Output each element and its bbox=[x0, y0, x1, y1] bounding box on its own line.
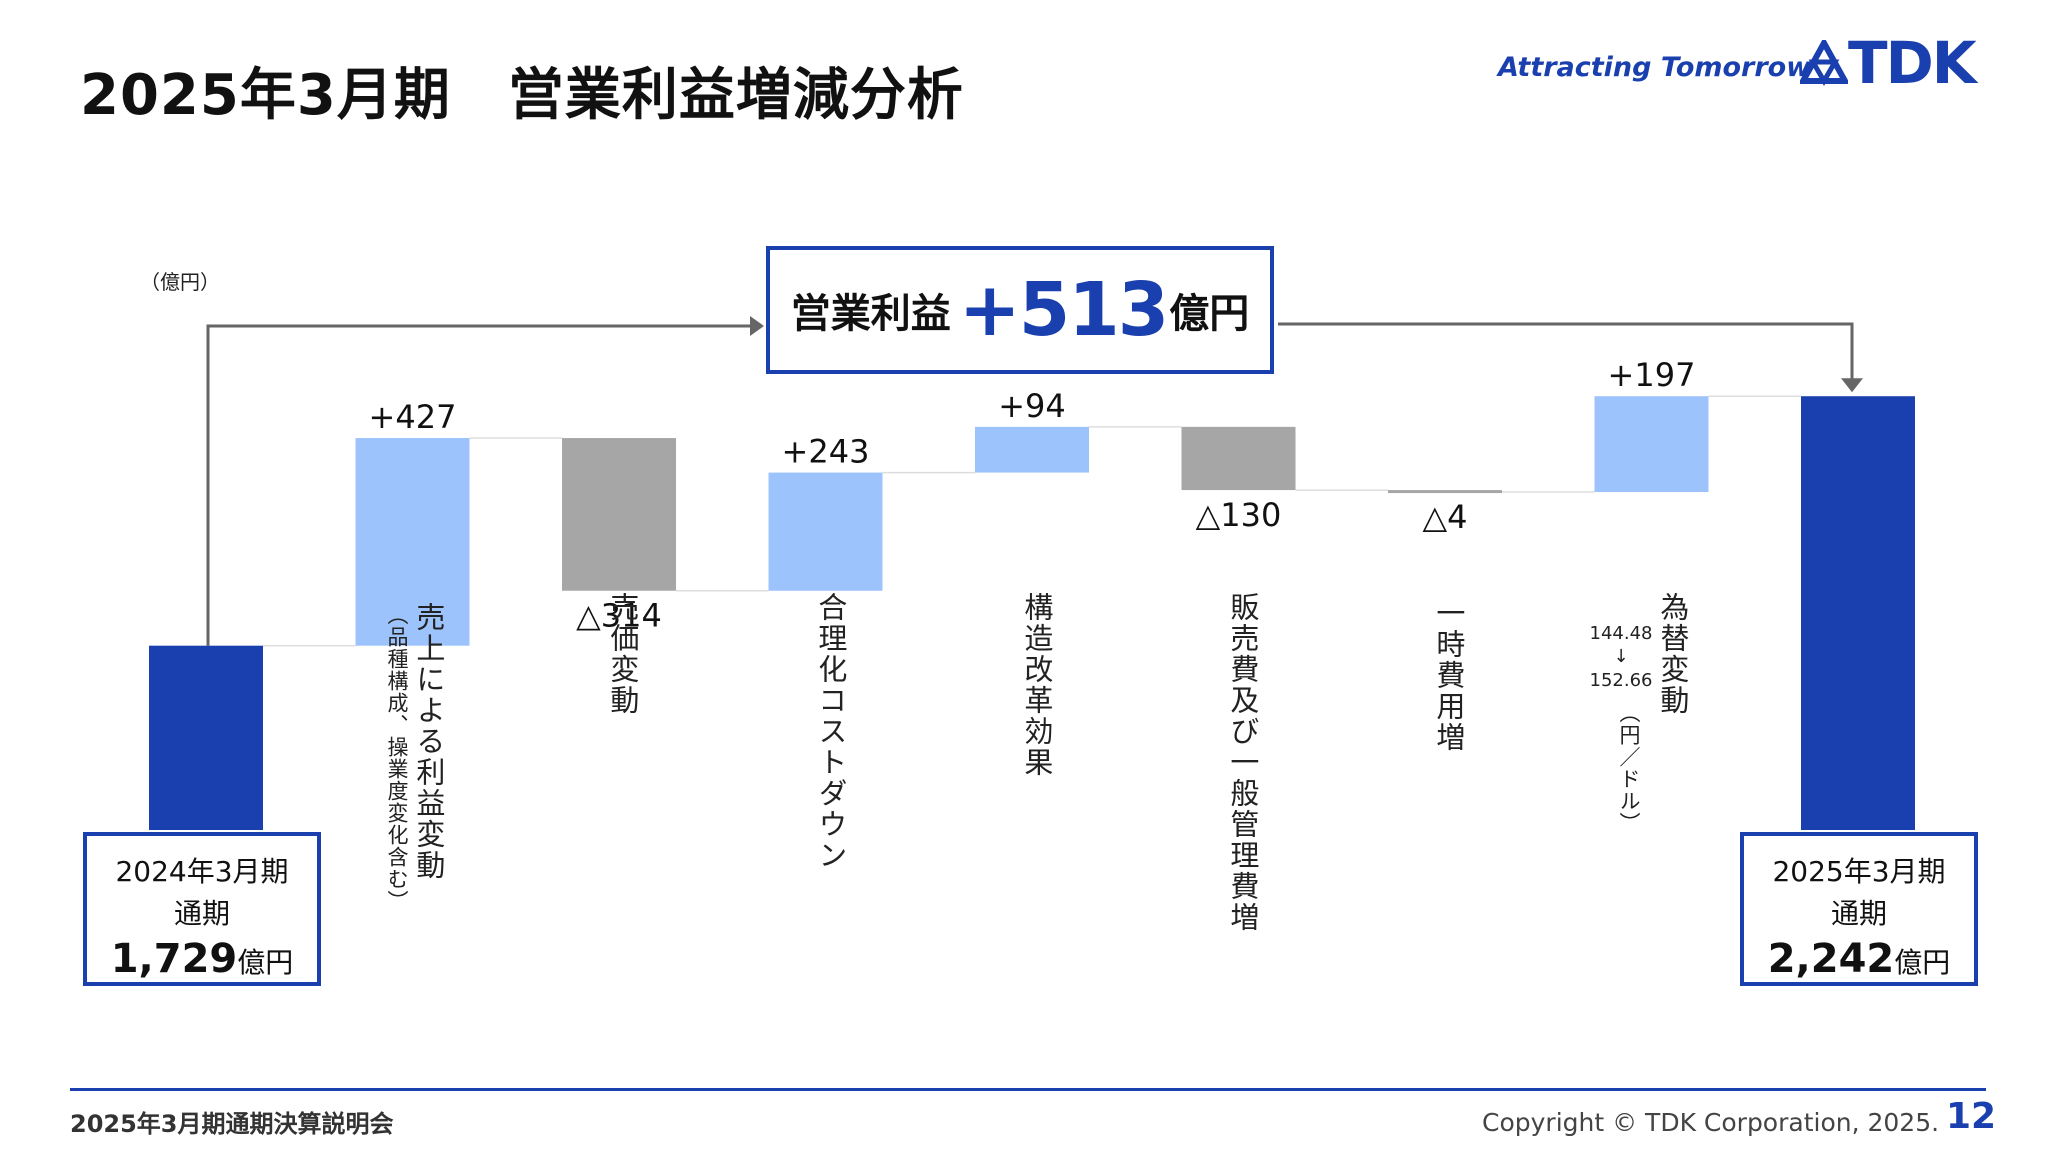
start-period: 2024年3月期 bbox=[115, 855, 289, 888]
headline-value: +513 bbox=[958, 267, 1169, 353]
arrow-head-right-icon bbox=[750, 316, 764, 336]
bar-step-1 bbox=[355, 438, 470, 646]
headline-unit: 億円 bbox=[1169, 291, 1250, 337]
end-amount-unit: 億円 bbox=[1894, 946, 1951, 979]
data-label: +94 bbox=[998, 387, 1066, 425]
data-label: △4 bbox=[1423, 498, 1468, 536]
end-period: 2025年3月期 bbox=[1772, 855, 1946, 888]
step-sublabel-fx: （円／ドル） bbox=[1617, 702, 1641, 834]
footer-event: 2025年3月期通期決算説明会 bbox=[70, 1110, 394, 1138]
data-label: △130 bbox=[1196, 496, 1282, 534]
arrow-head-down-icon bbox=[1841, 378, 1863, 393]
data-label: +243 bbox=[782, 433, 870, 471]
step-sublabel-sales: （品種構成、操業度変化含む） bbox=[385, 604, 409, 912]
bar-step-4 bbox=[975, 426, 1089, 473]
bar-step-6 bbox=[1388, 490, 1502, 494]
arrow-to-end-total bbox=[1278, 322, 1854, 381]
step-label-sales: 売上による利益変動 bbox=[411, 602, 446, 881]
step-label-price: 売価変動 bbox=[605, 592, 640, 716]
headline-box: 営業利益 +513 億円 bbox=[766, 246, 1274, 374]
tdk-logo: TDK bbox=[1800, 29, 1977, 97]
bar-end-total bbox=[1801, 396, 1915, 830]
bar-start-total bbox=[149, 645, 263, 830]
fx-rate: 144.48 ↓ 152.66 bbox=[1586, 622, 1656, 692]
start-period-sub: 通期 bbox=[173, 897, 230, 930]
end-total-box: 2025年3月期 通期 2,242億円 bbox=[1740, 832, 1978, 986]
step-label-restructuring: 構造改革効果 bbox=[1019, 592, 1054, 778]
logo-text: TDK bbox=[1848, 29, 1977, 97]
fx-rate-arrow: ↓ bbox=[1613, 646, 1629, 668]
headline-label: 営業利益 bbox=[790, 291, 951, 337]
bar-step-3 bbox=[768, 472, 883, 591]
start-amount: 1,729億円 bbox=[87, 936, 317, 982]
data-label: +427 bbox=[369, 398, 457, 436]
step-label-fx: 為替変動 bbox=[1655, 592, 1690, 716]
step-label-cost: 合理化コストダウン bbox=[813, 592, 848, 871]
data-label: △314 bbox=[576, 597, 662, 635]
data-label: +197 bbox=[1608, 356, 1696, 394]
start-amount-unit: 億円 bbox=[237, 946, 294, 979]
start-amount-value: 1,729 bbox=[110, 936, 238, 982]
unit-label: （億円） bbox=[140, 270, 220, 294]
fx-rate-from: 144.48 bbox=[1589, 623, 1653, 644]
bar-step-7 bbox=[1594, 396, 1709, 493]
page-title: 2025年3月期 営業利益増減分析 bbox=[80, 63, 964, 128]
fx-rate-to: 152.66 bbox=[1589, 669, 1653, 691]
step-label-sga: 販売費及び一般管理費増 bbox=[1225, 592, 1260, 933]
end-amount-value: 2,242 bbox=[1767, 936, 1895, 982]
page-number: 12 bbox=[1946, 1096, 1997, 1137]
start-total-box: 2024年3月期 通期 1,729億円 bbox=[83, 832, 321, 986]
bar-step-2 bbox=[562, 438, 676, 591]
end-period-sub: 通期 bbox=[1830, 897, 1887, 930]
tdk-emblem-icon bbox=[1800, 40, 1848, 86]
arrow-to-headline bbox=[206, 324, 752, 646]
bar-step-5 bbox=[1181, 426, 1296, 491]
tagline: Attracting Tomorrow bbox=[1498, 52, 1812, 83]
step-label-onetime: 一時費用増 bbox=[1431, 598, 1466, 753]
footer-divider bbox=[70, 1088, 1986, 1091]
footer-copyright: Copyright © TDK Corporation, 2025. bbox=[1482, 1108, 1940, 1137]
end-amount: 2,242億円 bbox=[1744, 936, 1974, 982]
